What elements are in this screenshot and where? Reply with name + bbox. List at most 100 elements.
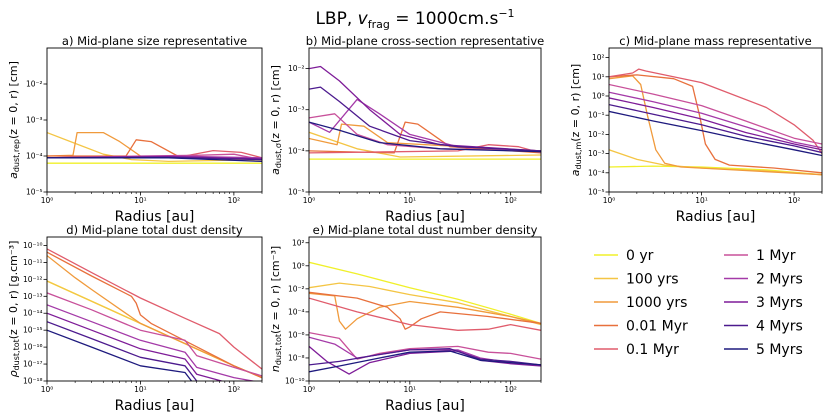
y-tick-label: 10⁻² xyxy=(288,284,305,293)
series-line-0-yr xyxy=(309,261,541,325)
legend-label: 3 Myrs xyxy=(756,295,803,311)
panel-title: d) Mid-plane total dust density xyxy=(66,223,243,237)
y-tick-label: 10⁻¹⁰ xyxy=(285,377,305,386)
series-line-3-myrs xyxy=(609,97,822,151)
y-tick-label: 10⁻¹ xyxy=(588,111,605,120)
series-line-4-myrs xyxy=(609,103,822,154)
y-tick-label: 10⁻¹⁴ xyxy=(23,309,43,318)
x-tick-label: 10² xyxy=(504,196,517,205)
legend-item: 5 Myrs xyxy=(724,342,803,358)
y-tick-label: 10⁻⁴ xyxy=(288,307,305,316)
y-tick-label: 10⁻¹⁶ xyxy=(23,343,43,352)
x-tick-label: 10² xyxy=(228,385,241,394)
y-tick-label: 10⁻⁵ xyxy=(588,188,605,197)
legend-item: 1000 yrs xyxy=(594,295,687,311)
panels: 10⁰ 10¹ 10² 10⁻⁵ 10⁻⁴ 10⁻³ 10⁻² a) Mid-plane si… xyxy=(7,34,823,414)
x-tick-label: 10¹ xyxy=(404,196,417,205)
legend-item: 1 Myr xyxy=(724,248,796,264)
legend-label: 0.1 Myr xyxy=(626,342,679,358)
x-axis-label: Radius [au] xyxy=(115,398,195,414)
legend-label: 0.01 Myr xyxy=(626,319,688,335)
series-line-5-myrs xyxy=(47,329,193,381)
series-line-2-myrs xyxy=(609,91,822,149)
y-tick-label: 10⁻³ xyxy=(26,116,43,125)
y-tick-label: 10⁻⁵ xyxy=(26,188,43,197)
y-tick-label: 10⁻¹⁷ xyxy=(23,360,43,369)
legend-item: 3 Myrs xyxy=(724,295,803,311)
y-tick-label: 10⁰ xyxy=(292,261,305,270)
y-tick-label: 10⁻⁶ xyxy=(288,330,305,339)
y-tick-label: 10⁻¹³ xyxy=(23,292,43,301)
series-line-4-myrs xyxy=(309,86,541,152)
y-axis-label: adust,rep(z = 0, r) [cm] xyxy=(7,61,21,179)
x-tick-label: 10¹ xyxy=(404,385,417,394)
y-axis-label: ndust,tot(z = 0, r) [cm⁻³] xyxy=(269,246,283,372)
y-tick-label: 10⁻⁴ xyxy=(288,146,305,155)
series-line-3-myrs xyxy=(47,312,224,381)
x-tick-label: 10² xyxy=(788,196,801,205)
y-tick-label: 10⁻¹⁰ xyxy=(23,241,43,250)
y-tick-label: 10⁻⁵ xyxy=(288,188,305,197)
panel-c: 10⁰ 10¹ 10² 10⁻⁵ 10⁻⁴ 10⁻³ 10⁻² 10⁻¹ 10⁰ 10¹ 10² c)… xyxy=(569,34,823,225)
series-line-0-01-myr xyxy=(609,74,822,174)
y-axis-label: adust,m(z = 0, r) [cm] xyxy=(569,64,583,176)
series-line-1000-yrs xyxy=(309,123,541,152)
panel-e: 10⁰ 10¹ 10² 10⁻¹⁰ 10⁻⁸ 10⁻⁶ 10⁻⁴ 10⁻² 10⁰ 10² e) M… xyxy=(269,223,542,414)
x-tick-label: 10¹ xyxy=(134,196,147,205)
panel-d: 10⁰ 10¹ 10² 10⁻¹⁸ 10⁻¹⁷ 10⁻¹⁶ 10⁻¹⁵ 10⁻¹⁴ 10⁻¹³ 1… xyxy=(7,223,263,414)
series-line-2-myrs xyxy=(47,304,257,381)
legend-item: 100 yrs xyxy=(594,272,679,288)
series-line-100-yrs xyxy=(609,149,822,176)
y-tick-label: 10⁻² xyxy=(26,80,43,89)
y-tick-label: 10⁻³ xyxy=(588,149,605,158)
legend-label: 2 Myrs xyxy=(756,272,803,288)
series-line-3-myrs xyxy=(309,345,541,375)
series-line-0-01-myr xyxy=(309,291,541,330)
x-tick-label: 10² xyxy=(228,196,241,205)
series-line-5-myrs xyxy=(47,157,262,163)
series-line-0-01-myr xyxy=(47,251,262,379)
y-axis-label: ρdust,tot(z = 0, r) [g.cm⁻³] xyxy=(7,241,21,378)
y-tick-label: 10⁻¹¹ xyxy=(23,258,43,267)
x-tick-label: 10⁰ xyxy=(41,385,54,394)
y-tick-label: 10⁻⁸ xyxy=(288,353,305,362)
x-tick-label: 10⁰ xyxy=(303,196,316,205)
x-tick-label: 10¹ xyxy=(134,385,147,394)
x-axis-label: Radius [au] xyxy=(676,209,756,225)
panel-a: 10⁰ 10¹ 10² 10⁻⁵ 10⁻⁴ 10⁻³ 10⁻² a) Mid-plane si… xyxy=(7,34,263,225)
legend-label: 5 Myrs xyxy=(756,342,803,358)
legend-label: 100 yrs xyxy=(626,272,679,288)
plot-frame xyxy=(308,236,542,382)
legend-item: 0.01 Myr xyxy=(594,319,688,335)
series-line-5-myrs xyxy=(309,350,541,373)
panel-title: b) Mid-plane cross-section representativ… xyxy=(306,34,545,48)
x-tick-label: 10⁰ xyxy=(303,385,316,394)
series-line-0-yr xyxy=(609,165,822,176)
y-tick-label: 10⁻² xyxy=(588,130,605,139)
plot-frame xyxy=(608,47,823,193)
y-tick-label: 10⁻¹⁸ xyxy=(23,377,43,386)
legend-item: 2 Myrs xyxy=(724,272,803,288)
y-tick-label: 10⁻⁴ xyxy=(26,152,43,161)
y-tick-label: 10⁻¹⁵ xyxy=(23,326,43,335)
legend-label: 1000 yrs xyxy=(626,295,687,311)
legend-item: 0.1 Myr xyxy=(594,342,679,358)
legend-label: 0 yr xyxy=(626,248,654,264)
x-tick-label: 10¹ xyxy=(695,196,708,205)
y-tick-label: 10⁻² xyxy=(288,64,305,73)
series-line-5-myrs xyxy=(609,110,822,157)
y-tick-label: 10⁻³ xyxy=(288,105,305,114)
series-line-1000-yrs xyxy=(309,292,541,330)
y-tick-label: 10¹ xyxy=(592,72,605,81)
series-line-0-1-myr xyxy=(309,144,541,154)
legend-item: 0 yr xyxy=(594,248,654,264)
series-line-1000-yrs xyxy=(609,75,822,176)
series-line-1-myr xyxy=(309,331,541,360)
plot-frame xyxy=(46,47,263,193)
y-tick-label: 10⁻⁴ xyxy=(588,168,605,177)
series-line-1-myr xyxy=(47,292,262,377)
series-line-5-myrs xyxy=(309,121,541,153)
series-line-4-myrs xyxy=(47,321,200,381)
y-tick-label: 10² xyxy=(592,53,605,62)
